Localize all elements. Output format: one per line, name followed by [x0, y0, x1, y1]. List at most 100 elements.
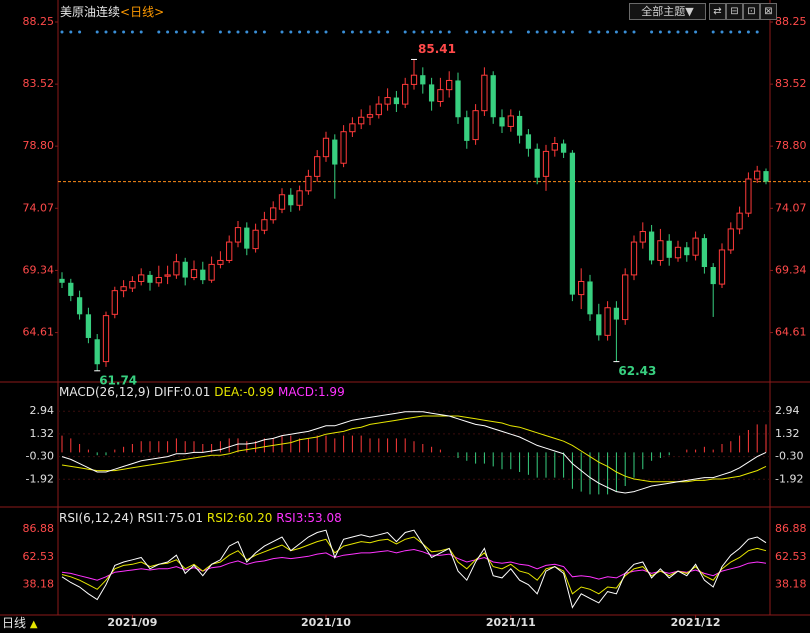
candle-body-up	[410, 74, 418, 85]
candle-body-up	[718, 249, 726, 285]
signal-dot	[650, 30, 654, 34]
candle-body-up	[446, 79, 453, 91]
rsi1-line	[61, 529, 767, 609]
candle-body-down	[59, 278, 65, 283]
signal-dot	[421, 30, 425, 34]
macd-header: MACD(26,12,9) DIFF:0.01 DEA:-0.99 MACD:1…	[59, 385, 345, 399]
rsi-name: RSI(6,12,24)	[59, 511, 134, 525]
candle-body-down	[648, 231, 655, 261]
candle-body-up	[745, 178, 752, 214]
candle-body-up	[120, 286, 127, 292]
rsi2-line	[61, 536, 767, 595]
close-icon[interactable]: ⊠	[760, 3, 777, 20]
signal-dot	[280, 30, 284, 34]
candle-body-up	[252, 229, 259, 250]
candle-body-up	[102, 315, 110, 363]
rsi-tick-left: 62.53	[23, 550, 55, 563]
rsi-tick-right: 38.18	[775, 578, 807, 591]
candle-body-up	[129, 280, 136, 289]
signal-dot	[306, 30, 310, 34]
swap-icon[interactable]: ⇄	[709, 3, 726, 20]
candle-body-up	[507, 115, 514, 127]
candle-body-down	[710, 267, 716, 285]
candle-body-down	[200, 269, 206, 281]
signal-dot	[350, 30, 354, 34]
candle-body-down	[464, 117, 470, 141]
candle-body-down	[420, 75, 426, 85]
signal-dot	[412, 30, 416, 34]
signal-dot	[553, 30, 557, 34]
signal-dot	[298, 30, 302, 34]
candle-body-down	[94, 339, 100, 365]
candle-body-down	[560, 143, 567, 153]
signal-dot	[139, 30, 143, 34]
minimize-icon[interactable]: ⊟	[726, 3, 743, 20]
candle-body-down	[613, 307, 620, 320]
period-switcher[interactable]: 日线 ▲	[2, 615, 38, 633]
signal-dot	[676, 30, 680, 34]
signal-dot	[509, 30, 513, 34]
signal-dot	[315, 30, 319, 34]
candle-body-up	[727, 228, 734, 251]
candle-body-up	[437, 89, 444, 102]
signal-dot	[201, 30, 205, 34]
rsi3-line	[61, 548, 767, 581]
signal-dot	[465, 30, 469, 34]
signal-dot	[658, 30, 662, 34]
price-tick-left: 83.52	[23, 77, 55, 90]
candle-body-down	[85, 314, 92, 338]
signal-dot	[570, 30, 574, 34]
candle-body-down	[428, 84, 435, 102]
candle-body-up	[349, 123, 356, 133]
candle-body-down	[516, 115, 523, 136]
signal-dot	[614, 30, 618, 34]
signal-dot	[377, 30, 381, 34]
signal-dot	[130, 30, 134, 34]
candle-body-up	[578, 280, 585, 296]
signal-dot	[254, 30, 258, 34]
candle-body-down	[147, 274, 153, 283]
candle-body-down	[332, 139, 338, 165]
candle-body-up	[261, 219, 268, 231]
candle-body-up	[384, 97, 391, 105]
signal-dot	[122, 30, 126, 34]
signal-dot	[562, 30, 566, 34]
price-tick-left: 88.25	[23, 15, 55, 28]
candle-body-up	[278, 194, 286, 210]
candle-body-up	[472, 110, 479, 141]
period-tag[interactable]: <日线>	[120, 5, 165, 19]
price-tick-right: 74.07	[775, 201, 807, 214]
candle-body-up	[111, 290, 118, 315]
rsi-tick-right: 62.53	[775, 550, 807, 563]
macd-tick-right: 1.32	[775, 427, 800, 440]
high-label: 85.41	[418, 42, 456, 56]
signal-dot	[667, 30, 671, 34]
x-tick-label: 2021/11	[486, 616, 536, 629]
macd-dea-value: DEA:-0.99	[214, 385, 275, 399]
price-tick-right: 83.52	[775, 77, 807, 90]
signal-dot	[359, 30, 363, 34]
signal-dot	[482, 30, 486, 34]
candle-body-down	[666, 240, 672, 258]
candle-body-up	[366, 114, 374, 118]
price-tick-right: 88.25	[775, 15, 807, 28]
signal-dot	[500, 30, 504, 34]
signal-dot	[597, 30, 601, 34]
candle-body-down	[684, 247, 690, 256]
macd-diff-line	[61, 411, 767, 494]
signal-dot	[218, 30, 222, 34]
signal-dot	[544, 30, 548, 34]
signal-dot	[78, 30, 82, 34]
signal-dot	[386, 30, 390, 34]
x-tick-label: 2021/10	[301, 616, 351, 629]
candle-body-up	[190, 269, 198, 279]
candle-body-up	[164, 274, 171, 277]
restore-icon[interactable]: ⊡	[743, 3, 760, 20]
signal-dot	[606, 30, 610, 34]
candle-body-up	[340, 131, 347, 164]
macd-tick-left: -1.92	[26, 472, 54, 485]
candle-body-down	[701, 238, 708, 268]
candle-body-down	[490, 75, 496, 118]
theme-selector-button[interactable]: 全部主题▼	[629, 3, 706, 20]
